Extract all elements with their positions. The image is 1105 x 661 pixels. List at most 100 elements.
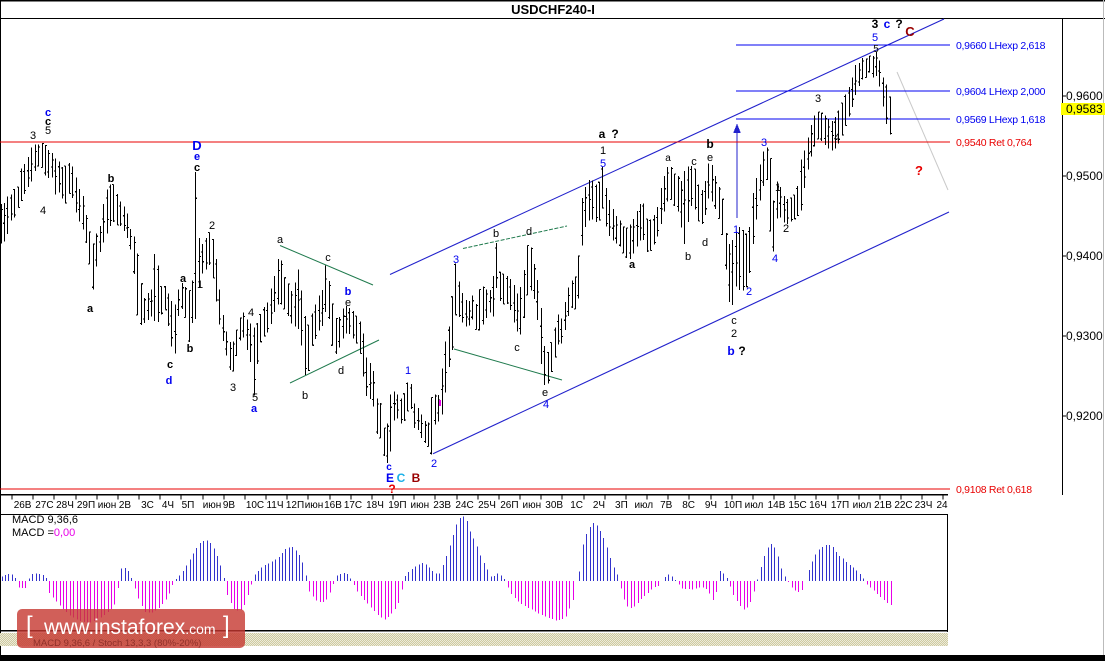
- svg-text:4: 4: [834, 132, 840, 144]
- svg-text:12П: 12П: [286, 500, 304, 511]
- svg-text:27С: 27С: [35, 500, 53, 511]
- svg-text:18Ч: 18Ч: [366, 500, 384, 511]
- svg-text:b: b: [108, 173, 115, 185]
- svg-text:B: B: [412, 471, 421, 485]
- svg-text:d: d: [166, 375, 173, 387]
- svg-text:16Ч: 16Ч: [809, 500, 827, 511]
- svg-text:8С: 8С: [682, 500, 695, 511]
- svg-text:5: 5: [600, 158, 606, 170]
- svg-text:0,9108 Ret 0,618: 0,9108 Ret 0,618: [956, 484, 1032, 496]
- svg-text:июл: июл: [745, 500, 764, 511]
- svg-text:25Ч: 25Ч: [478, 500, 496, 511]
- svg-text:?: ?: [895, 17, 902, 31]
- svg-text:3: 3: [230, 382, 236, 394]
- svg-text:b: b: [685, 251, 691, 263]
- svg-text:0,9660 LHexp 2,618: 0,9660 LHexp 2,618: [956, 40, 1046, 52]
- svg-text:c: c: [194, 162, 200, 174]
- svg-text:b: b: [302, 390, 308, 402]
- svg-text:c: c: [45, 107, 51, 119]
- svg-text:b: b: [493, 228, 499, 240]
- svg-text:3: 3: [872, 17, 879, 31]
- svg-text:C: C: [905, 24, 915, 39]
- svg-text:?: ?: [388, 482, 395, 496]
- svg-text:e: e: [194, 151, 200, 163]
- svg-text:2: 2: [431, 458, 437, 470]
- svg-text:3П: 3П: [615, 500, 628, 511]
- svg-text:5: 5: [872, 32, 878, 44]
- svg-text:19П: 19П: [388, 500, 406, 511]
- svg-text:c: c: [514, 342, 520, 354]
- svg-text:16В: 16В: [324, 500, 342, 511]
- svg-text:d: d: [338, 365, 344, 377]
- svg-text:a: a: [180, 273, 187, 285]
- svg-text:1: 1: [733, 224, 739, 236]
- svg-text:17С: 17С: [344, 500, 362, 511]
- svg-text:9Ч: 9Ч: [705, 500, 717, 511]
- svg-text:28Ч: 28Ч: [56, 500, 74, 511]
- svg-text:0,9500: 0,9500: [1066, 169, 1103, 183]
- svg-text:9В: 9В: [223, 500, 236, 511]
- svg-text:?: ?: [915, 163, 923, 178]
- svg-text:MACD 9,36,6: MACD 9,36,6: [12, 514, 78, 526]
- svg-text:1С: 1С: [570, 500, 583, 511]
- svg-text:3: 3: [30, 130, 36, 142]
- svg-text:a: a: [251, 403, 258, 415]
- svg-text:MACD =0,00: MACD =0,00: [12, 527, 75, 539]
- svg-text:26П: 26П: [500, 500, 518, 511]
- svg-text:0,9600: 0,9600: [1066, 89, 1103, 103]
- svg-text:0,9569 LHexp 1,618: 0,9569 LHexp 1,618: [956, 114, 1046, 126]
- svg-text:17П: 17П: [831, 500, 849, 511]
- svg-text:a: a: [87, 303, 94, 315]
- svg-text:a: a: [629, 259, 636, 271]
- svg-text:5: 5: [45, 125, 51, 137]
- svg-text:30В: 30В: [545, 500, 563, 511]
- svg-text:USDCHF240-I: USDCHF240-I: [511, 2, 595, 17]
- svg-text:4: 4: [543, 399, 549, 411]
- svg-text:4: 4: [772, 253, 778, 265]
- svg-text:1: 1: [775, 182, 781, 194]
- svg-text:23В: 23В: [433, 500, 451, 511]
- svg-text:b: b: [187, 343, 194, 355]
- svg-text:b: b: [706, 137, 713, 151]
- svg-text:a: a: [665, 153, 671, 164]
- svg-text:c: c: [691, 156, 697, 168]
- svg-text:26В: 26В: [14, 500, 32, 511]
- svg-text:e: e: [707, 152, 713, 164]
- svg-text:29П: 29П: [77, 500, 95, 511]
- svg-text:C: C: [397, 471, 406, 485]
- svg-text:июн: июн: [305, 500, 324, 511]
- svg-text:15С: 15С: [788, 500, 806, 511]
- svg-text:?: ?: [738, 344, 745, 358]
- svg-text:июл: июл: [634, 500, 653, 511]
- svg-text:c: c: [884, 17, 891, 31]
- svg-text:5П: 5П: [182, 500, 195, 511]
- svg-text:?: ?: [611, 127, 618, 141]
- svg-text:2: 2: [209, 220, 215, 232]
- svg-text:23Ч: 23Ч: [915, 500, 933, 511]
- svg-text:июл: июл: [853, 500, 872, 511]
- svg-text:11Ч: 11Ч: [266, 500, 283, 511]
- svg-text:3С: 3С: [141, 500, 154, 511]
- svg-text:e: e: [542, 387, 548, 399]
- svg-text:c: c: [325, 252, 331, 264]
- svg-text:D: D: [192, 138, 201, 153]
- svg-text:c: c: [45, 116, 51, 128]
- svg-text:июн: июн: [203, 500, 222, 511]
- svg-text:4Ч: 4Ч: [162, 500, 174, 511]
- svg-text:3: 3: [453, 254, 459, 266]
- svg-text:4: 4: [248, 307, 254, 319]
- svg-text:0,9400: 0,9400: [1066, 249, 1103, 263]
- svg-text:5: 5: [252, 392, 258, 404]
- svg-text:21В: 21В: [874, 500, 892, 511]
- svg-text:4: 4: [40, 205, 46, 217]
- svg-text:c: c: [167, 359, 173, 371]
- svg-text:10С: 10С: [246, 500, 264, 511]
- svg-text:e: e: [345, 297, 351, 309]
- svg-text:0,9300: 0,9300: [1066, 329, 1103, 343]
- svg-text:2В: 2В: [119, 500, 132, 511]
- svg-text:5: 5: [873, 44, 879, 55]
- svg-text:14В: 14В: [768, 500, 786, 511]
- svg-text:1: 1: [197, 279, 203, 291]
- svg-text:0,9604 LHexp 2,000: 0,9604 LHexp 2,000: [956, 86, 1046, 98]
- svg-text:d: d: [702, 237, 708, 249]
